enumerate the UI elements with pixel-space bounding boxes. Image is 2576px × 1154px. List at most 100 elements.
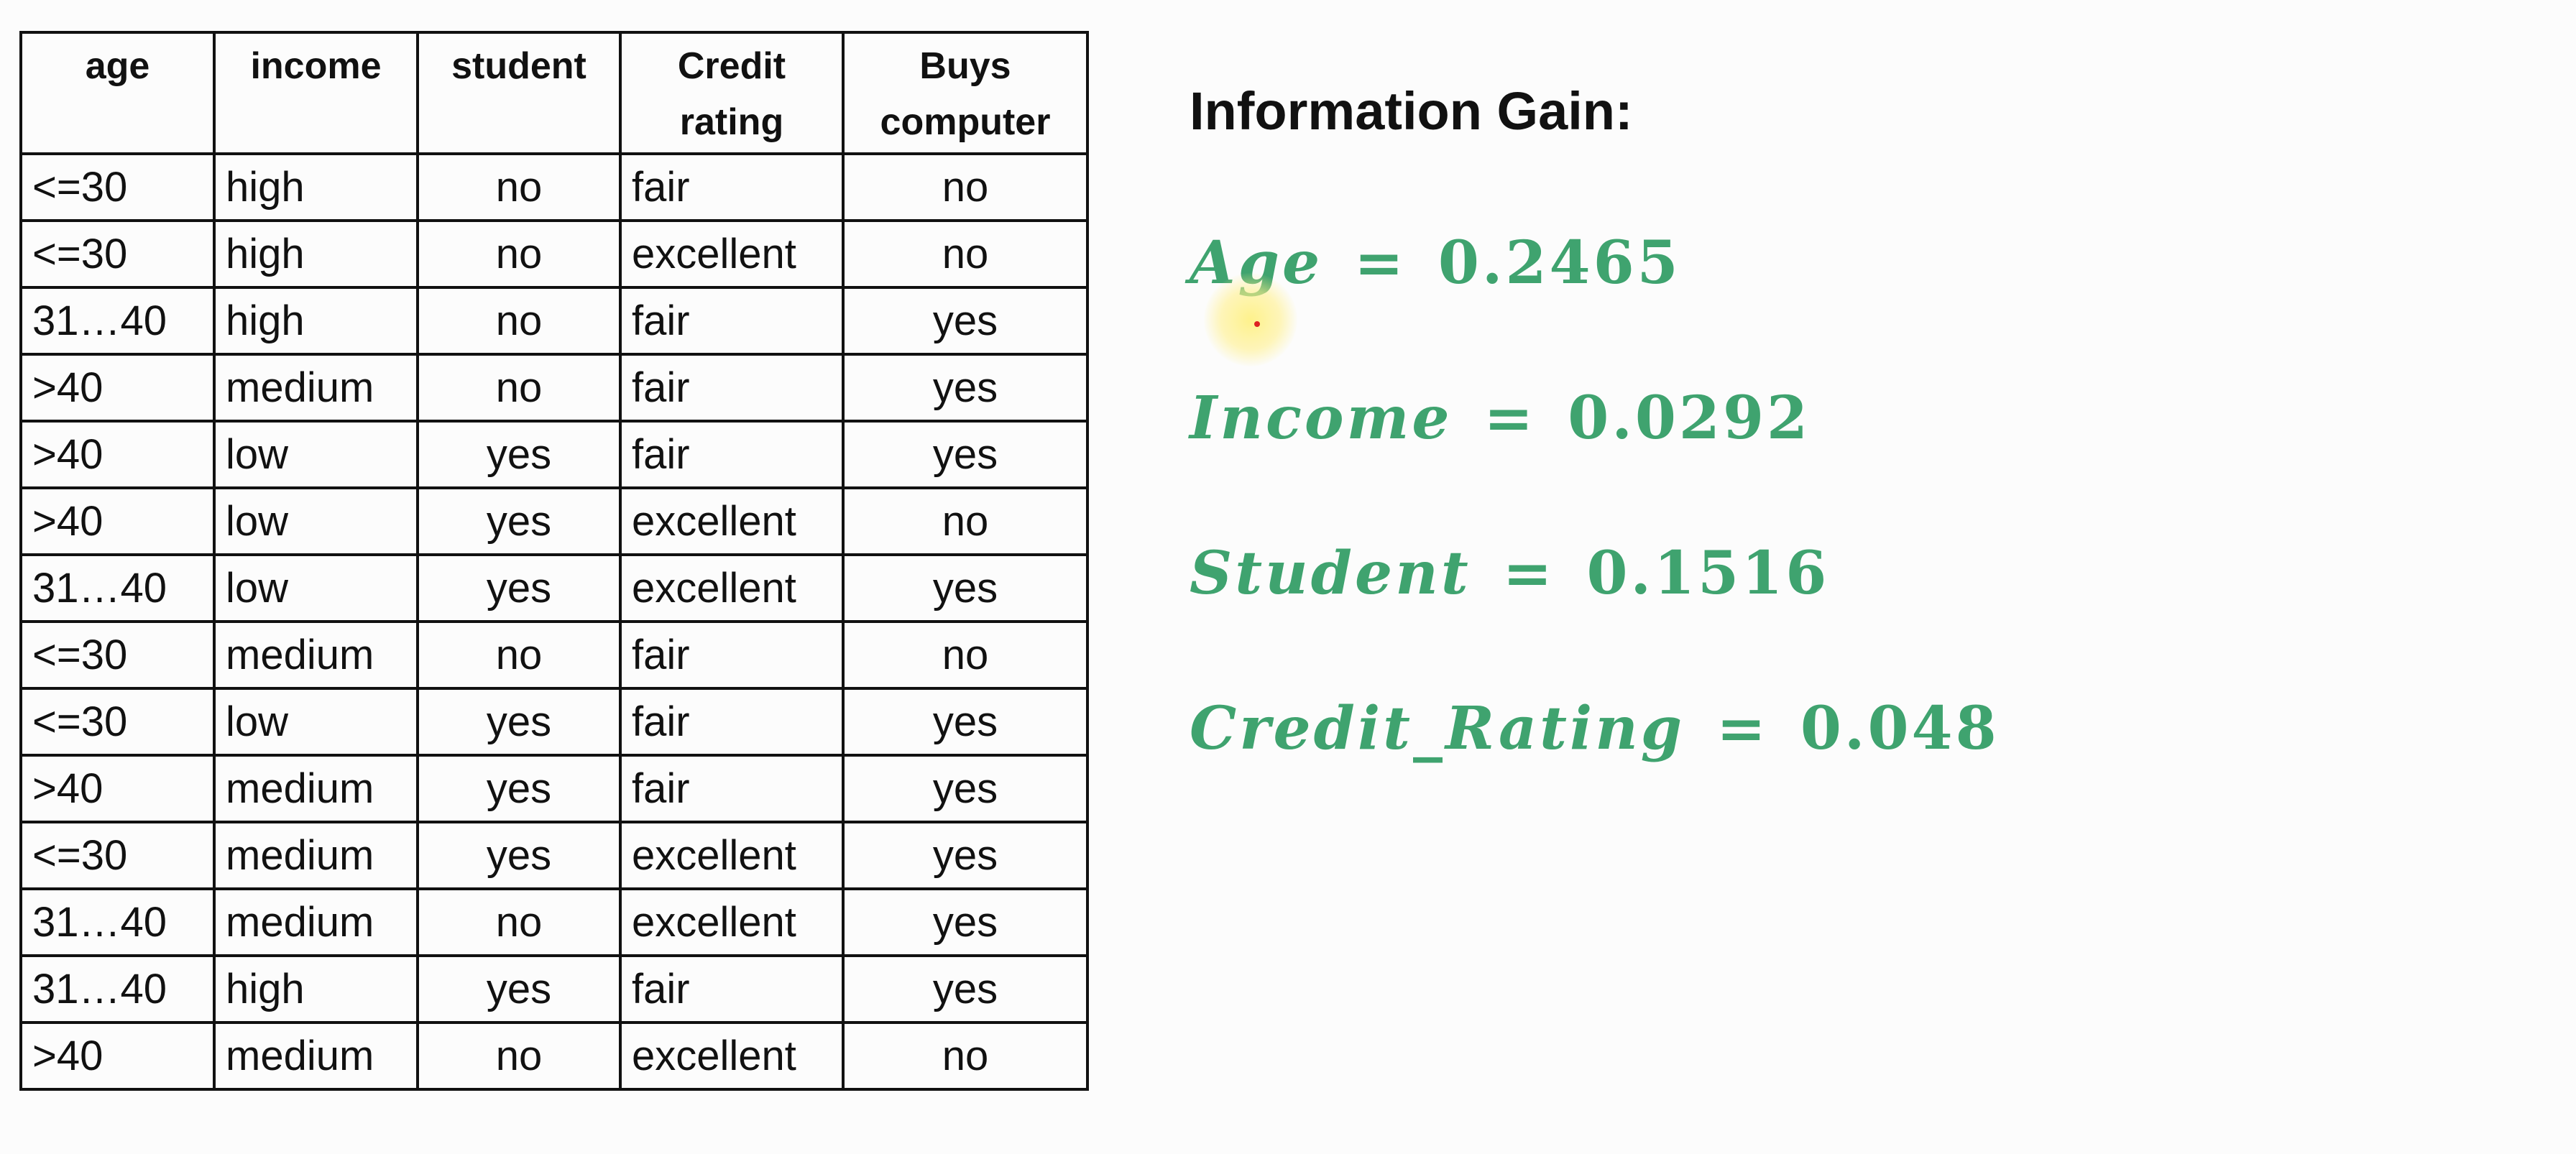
table-row: <=30 low yes fair yes [19,687,1089,757]
gain-credit-rating-value: 0.048 [1800,694,2000,763]
cell-student: yes [416,553,622,623]
table-row: >40 medium no fair yes [19,353,1089,423]
cell-age: >40 [19,754,216,823]
cell-credit-rating: excellent [619,219,845,289]
table-row: 31…40 medium no excellent yes [19,887,1089,957]
cell-buys-computer: yes [842,887,1089,957]
cell-credit-rating: fair [619,620,845,690]
cell-buys-computer: no [842,152,1089,222]
header-credit-rating: Credit rating [619,31,845,155]
cell-buys-computer: yes [842,687,1089,757]
cell-student: yes [416,420,622,489]
cell-income: high [213,954,419,1024]
cell-credit-rating: fair [619,420,845,489]
cell-age: <=30 [19,821,216,890]
header-student: student [416,31,622,155]
cell-buys-computer: yes [842,754,1089,823]
cell-student: no [416,286,622,356]
cell-age: >40 [19,486,216,556]
cell-age: <=30 [19,219,216,289]
cell-student: no [416,353,622,423]
cell-student: yes [416,754,622,823]
gain-credit-rating: Credit_Rating = 0.048 [1190,694,2000,763]
cursor-pointer-icon [1254,321,1260,327]
cell-age: >40 [19,1021,216,1091]
cell-buys-computer: yes [842,553,1089,623]
gain-student-equals: = [1502,539,1555,608]
cell-credit-rating: excellent [619,887,845,957]
table-row: 31…40 high no fair yes [19,286,1089,356]
table-row: 31…40 low yes excellent yes [19,553,1089,623]
table-row: <=30 medium no fair no [19,620,1089,690]
cursor-highlight-icon [1204,273,1297,366]
cell-age: 31…40 [19,954,216,1024]
information-gain-title: Information Gain: [1190,81,1633,141]
table-header-row: age income student Credit rating Buys co… [19,31,1089,155]
cell-student: no [416,152,622,222]
cell-income: high [213,286,419,356]
cell-buys-computer: no [842,1021,1089,1091]
cell-age: <=30 [19,687,216,757]
cell-student: no [416,219,622,289]
gain-income: Income = 0.0292 [1190,384,1811,453]
cell-buys-computer: yes [842,420,1089,489]
cell-age: <=30 [19,152,216,222]
table-row: >40 low yes fair yes [19,420,1089,489]
cell-credit-rating: excellent [619,553,845,623]
cell-credit-rating: fair [619,286,845,356]
table-row: >40 medium no excellent no [19,1021,1089,1091]
cell-income: low [213,687,419,757]
cell-student: yes [416,954,622,1024]
gain-credit-rating-equals: = [1716,694,1769,763]
cell-income: medium [213,620,419,690]
cell-buys-computer: no [842,486,1089,556]
gain-student: Student = 0.1516 [1190,539,1829,608]
cell-income: low [213,553,419,623]
cell-credit-rating: excellent [619,486,845,556]
table-row: >40 low yes excellent no [19,486,1089,556]
cell-credit-rating: fair [619,152,845,222]
cell-credit-rating: fair [619,954,845,1024]
cell-age: 31…40 [19,887,216,957]
cell-buys-computer: yes [842,353,1089,423]
cell-credit-rating: excellent [619,1021,845,1091]
cell-income: medium [213,887,419,957]
cell-income: high [213,219,419,289]
cell-income: medium [213,353,419,423]
cell-student: no [416,1021,622,1091]
cell-buys-computer: yes [842,821,1089,890]
table-row: <=30 medium yes excellent yes [19,821,1089,890]
cell-age: <=30 [19,620,216,690]
cell-student: no [416,620,622,690]
cell-income: low [213,486,419,556]
cell-income: low [213,420,419,489]
cell-buys-computer: yes [842,286,1089,356]
gain-income-value: 0.0292 [1568,384,1811,453]
gain-age-equals: = [1354,229,1407,297]
cell-age: >40 [19,353,216,423]
cell-credit-rating: fair [619,687,845,757]
cell-credit-rating: fair [619,353,845,423]
cell-credit-rating: excellent [619,821,845,890]
cell-buys-computer: yes [842,954,1089,1024]
gain-income-label: Income [1190,384,1453,453]
header-age: age [19,31,216,155]
cell-age: 31…40 [19,286,216,356]
training-data-table: age income student Credit rating Buys co… [19,31,1089,1091]
table-body: <=30 high no fair no <=30 high no excellent no 31…… [19,152,1089,1091]
cell-income: high [213,152,419,222]
cell-income: medium [213,754,419,823]
gain-student-value: 0.1516 [1586,539,1830,608]
table-row: >40 medium yes fair yes [19,754,1089,823]
cell-income: medium [213,821,419,890]
header-buys-computer: Buys computer [842,31,1089,155]
cell-buys-computer: no [842,620,1089,690]
cell-age: 31…40 [19,553,216,623]
gain-credit-rating-label: Credit_Rating [1190,694,1685,763]
gain-student-label: Student [1190,539,1471,608]
gain-age: Age = 0.2465 [1190,229,1681,297]
gain-income-equals: = [1484,384,1537,453]
cell-student: no [416,887,622,957]
table-row: 31…40 high yes fair yes [19,954,1089,1024]
